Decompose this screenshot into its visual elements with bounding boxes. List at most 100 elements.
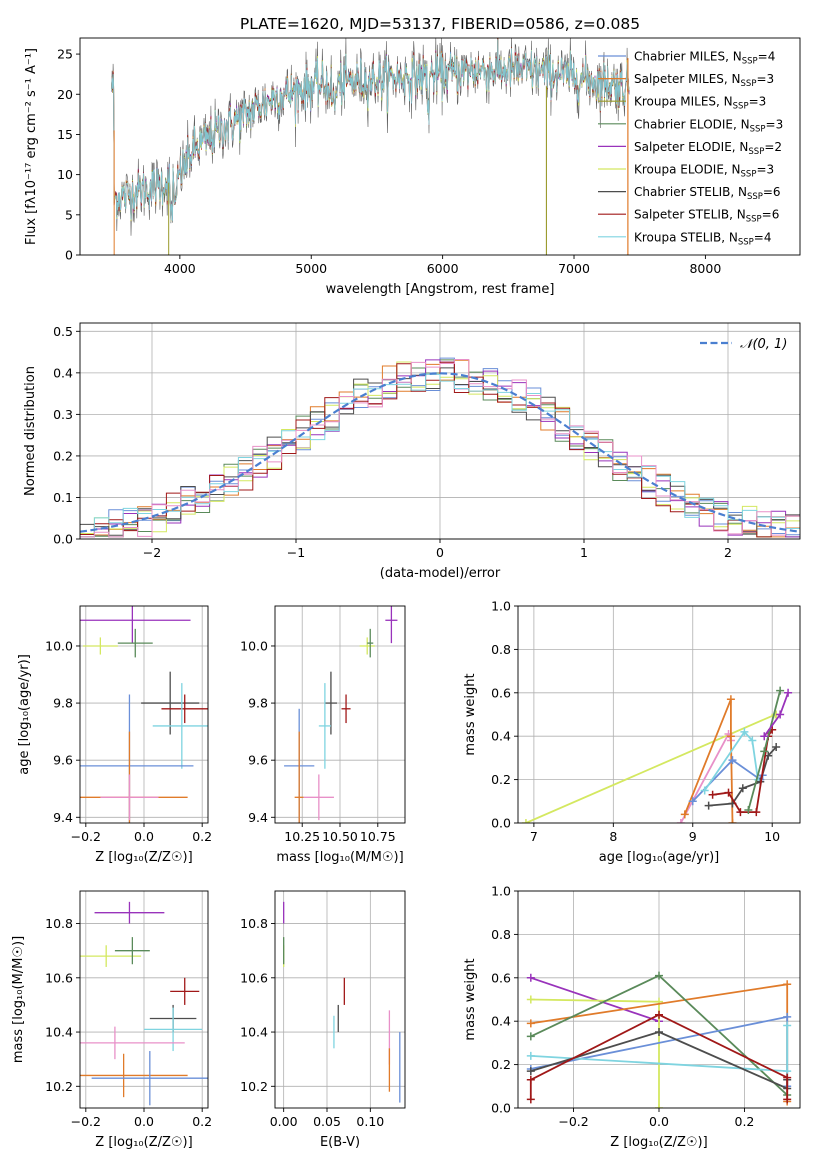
plot-area — [521, 686, 793, 823]
weight-marker — [772, 743, 781, 752]
weight-marker — [526, 1032, 535, 1041]
y-tick-label: 0.4 — [491, 1014, 511, 1029]
grid — [518, 605, 800, 824]
spectrum-line-salpeter-stelib — [111, 38, 630, 221]
axes: −0.2 0.0 0.2 0.0 0.2 0.4 0.6 0.8 1.0 Z [log₁₀(Z/Z… — [463, 884, 801, 1150]
y-tick-label: 1.0 — [491, 599, 511, 614]
x-tick-label: 5000 — [295, 261, 327, 276]
x-tick-label: 7000 — [558, 261, 590, 276]
axes: −0.2 0.0 0.2 10.2 10.4 10.6 10.8 Z [log₁₀(Z/Z☉)… — [11, 890, 212, 1150]
spectrum-line-kroupa-stelib — [111, 39, 630, 221]
error-point — [94, 901, 165, 924]
axes: 10.25 10.50 10.75 9.4 9.6 9.8 10.0 mass [log₁₀(… — [240, 605, 406, 865]
weight-marker — [744, 805, 753, 814]
spectrum-panel: 4000 5000 6000 7000 8000 0 5 10 15 20 25 wavelength… — [24, 37, 801, 297]
axes-frame — [274, 890, 406, 1109]
y-axis-label: age [log₁₀(age/yr)] — [17, 654, 32, 775]
x-tick-label: 0.2 — [735, 1114, 755, 1129]
y-axis-label: mass weight — [463, 673, 478, 755]
grid — [80, 606, 208, 823]
x-tick-label: 10.25 — [284, 829, 320, 844]
x-tick-label: 9 — [689, 829, 697, 844]
y-tick-label: 0 — [65, 248, 73, 263]
axes: 7 8 9 10 0.0 0.2 0.4 0.6 0.8 1.0 age [log₁₀(age/yr… — [463, 599, 801, 865]
x-axis-label: wavelength [Angstrom, rest frame] — [326, 282, 555, 297]
y-tick-label: 10.2 — [240, 1079, 268, 1094]
weight-marker — [655, 1104, 663, 1108]
error-point — [367, 628, 374, 658]
weight-marker — [783, 1073, 792, 1082]
axes-frame — [274, 605, 406, 824]
mass-vs-metallicity-panel: −0.2 0.0 0.2 10.2 10.4 10.6 10.8 Z [log₁₀(Z/Z☉)… — [11, 890, 212, 1150]
weight-marker — [776, 686, 785, 695]
y-tick-label: 0.8 — [491, 642, 511, 657]
error-point — [114, 937, 150, 965]
x-axis-label: (data-model)/error — [380, 566, 501, 581]
error-point — [359, 637, 375, 655]
weight-marker — [688, 797, 697, 806]
y-tick-label: 0.0 — [53, 532, 73, 547]
weight-marker — [700, 786, 709, 795]
axes-frame — [79, 37, 801, 256]
weight-marker — [760, 732, 769, 741]
error-point — [152, 683, 208, 769]
error-point — [385, 606, 398, 644]
error-point — [324, 671, 337, 735]
plot-area — [80, 357, 800, 539]
y-tick-label: 0.6 — [491, 685, 511, 700]
y-tick-label: 0.6 — [491, 970, 511, 985]
y-tick-label: 9.6 — [248, 753, 268, 768]
y-tick-label: 10.4 — [45, 1025, 73, 1040]
spectrum-line-kroupa-elodie — [111, 38, 630, 222]
weight-marker — [526, 1019, 535, 1028]
weight-marker — [655, 1028, 663, 1037]
legend-label: Chabrier ELODIE, NSSP=3 — [634, 117, 783, 134]
error-point — [303, 774, 334, 821]
weight-marker — [783, 1021, 792, 1030]
y-tick-label: 10.8 — [240, 916, 268, 931]
axes-frame — [79, 605, 209, 824]
weight-marker — [724, 788, 733, 797]
weight-marker — [526, 1051, 535, 1060]
legend-label: Salpeter ELODIE, NSSP=2 — [634, 140, 782, 157]
y-tick-label: 10.0 — [45, 638, 73, 653]
x-tick-label: 0.00 — [270, 1114, 298, 1129]
y-tick-label: 0.0 — [491, 816, 511, 831]
y-tick-label: 5 — [65, 207, 73, 222]
x-tick-label: 8000 — [689, 261, 721, 276]
weight-marker — [783, 980, 792, 989]
error-point — [141, 671, 200, 735]
weight-marker — [526, 995, 535, 1004]
x-axis-label: mass [log₁₀(M/M☉)] — [276, 850, 403, 865]
x-tick-label: −0.2 — [71, 829, 101, 844]
x-tick-label: 10 — [764, 829, 780, 844]
y-tick-label: 15 — [57, 127, 73, 142]
weight-marker — [726, 732, 735, 741]
y-tick-label: 10.0 — [240, 638, 268, 653]
x-tick-label: −2 — [143, 545, 161, 560]
y-tick-label: 9.8 — [248, 696, 268, 711]
y-tick-label: 10.2 — [45, 1079, 73, 1094]
y-tick-label: 0.2 — [491, 1057, 511, 1072]
x-tick-label: −0.2 — [71, 1114, 101, 1129]
error-point — [100, 774, 159, 821]
spectrum-line-salpeter-miles — [111, 38, 630, 221]
weight-line — [530, 998, 660, 1108]
error-point — [117, 628, 153, 658]
plot-area — [283, 901, 401, 1103]
axes-frame — [517, 890, 801, 1109]
y-tick-label: 9.4 — [53, 810, 73, 825]
grid — [275, 891, 405, 1108]
residuals-legend: 𝒩(0, 1) — [700, 337, 787, 352]
axes-frame — [517, 605, 801, 824]
axes: −2 −1 0 1 2 0.0 0.1 0.2 0.3 0.4 0.5 (data-model)/er… — [23, 322, 801, 581]
x-tick-label: 0.0 — [649, 1114, 669, 1129]
weight-marker — [738, 784, 747, 793]
error-point — [161, 694, 208, 724]
x-tick-label: 8 — [609, 829, 617, 844]
y-tick-label: 10.6 — [240, 970, 268, 985]
weight-marker — [728, 756, 737, 765]
x-axis-label: Z [log₁₀(Z/Z☉)] — [610, 1135, 707, 1150]
x-axis-label: Z [log₁₀(Z/Z☉)] — [95, 850, 192, 865]
